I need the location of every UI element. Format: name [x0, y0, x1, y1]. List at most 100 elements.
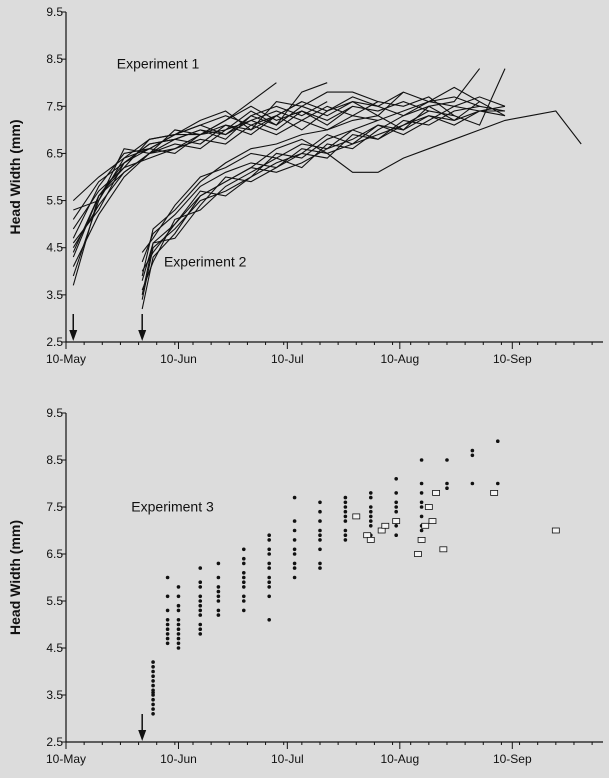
- data-point: [343, 519, 348, 523]
- square-point: [392, 518, 401, 524]
- y-tick-label: 5.5: [46, 194, 63, 208]
- data-point: [165, 575, 170, 580]
- x-tick-label: 10-Jun: [160, 352, 197, 366]
- data-point: [394, 500, 398, 505]
- y-tick-label: 9.5: [46, 5, 63, 19]
- square-point: [424, 504, 433, 510]
- square-point: [414, 551, 422, 557]
- data-point: [216, 599, 221, 603]
- data-point: [292, 538, 297, 542]
- track-line-4: [72, 105, 353, 248]
- data-point: [394, 491, 398, 495]
- data-point: [470, 481, 475, 486]
- data-point: [198, 613, 203, 617]
- experiment-label: Experiment 3: [131, 499, 214, 515]
- y-axis-label: Head Width (mm): [7, 120, 23, 235]
- data-point: [343, 500, 348, 505]
- data-point: [267, 566, 271, 570]
- data-point: [445, 481, 449, 486]
- data-point: [176, 622, 181, 627]
- data-point: [267, 594, 271, 599]
- x-tick-label: 10-Sep: [493, 352, 532, 366]
- start-arrowhead: [138, 730, 147, 741]
- data-point: [176, 627, 181, 631]
- y-tick-label: 2.5: [46, 335, 63, 349]
- data-point: [419, 458, 424, 462]
- data-point: [394, 524, 398, 528]
- data-point: [419, 491, 424, 495]
- data-point: [198, 580, 203, 584]
- track-line-18: [141, 96, 480, 253]
- data-point: [368, 495, 373, 500]
- data-point: [267, 580, 271, 584]
- data-point: [165, 641, 170, 646]
- panel-experiment-3: 2.5 3.5 4.5 5.5 6.5 7.5 8.5 9.5 10-May 10-Jun 10-J…: [7, 406, 603, 766]
- data-point: [176, 632, 181, 636]
- data-point: [318, 500, 322, 505]
- data-point: [267, 618, 271, 622]
- y-tick-label: 8.5: [46, 52, 63, 66]
- y-tick-label: 7.5: [46, 99, 63, 113]
- x-tick-label: 10-May: [46, 352, 86, 366]
- data-point: [292, 561, 297, 566]
- data-point: [343, 528, 348, 533]
- data-point: [198, 622, 203, 627]
- square-point: [551, 527, 560, 534]
- data-point: [267, 561, 271, 566]
- start-arrowhead: [138, 330, 147, 341]
- data-point: [241, 580, 246, 584]
- data-point: [318, 538, 322, 542]
- data-point: [176, 636, 181, 641]
- start-arrowhead: [69, 330, 78, 341]
- data-point: [292, 566, 297, 570]
- experiment-label: Experiment 2: [164, 254, 247, 270]
- data-point: [241, 599, 246, 603]
- data-point: [241, 556, 246, 561]
- y-tick-label: 7.5: [46, 500, 63, 514]
- data-point: [151, 707, 155, 711]
- data-point: [292, 552, 297, 556]
- data-point: [292, 528, 297, 533]
- y-tick-label: 5.5: [46, 594, 63, 608]
- data-point: [419, 528, 424, 533]
- data-point: [318, 561, 322, 566]
- data-point: [343, 509, 348, 514]
- data-point: [318, 519, 322, 523]
- data-point: [216, 594, 221, 599]
- data-point: [394, 477, 398, 481]
- track-line-5: [72, 91, 379, 239]
- x-tick-label: 10-Aug: [380, 352, 419, 366]
- data-point: [151, 669, 155, 674]
- data-point: [165, 618, 170, 622]
- data-point: [198, 566, 203, 570]
- data-point: [241, 608, 246, 613]
- data-point: [216, 613, 221, 617]
- data-point: [151, 679, 155, 683]
- data-point: [419, 500, 424, 505]
- data-point: [198, 632, 203, 636]
- data-point: [176, 603, 181, 608]
- data-point: [241, 585, 246, 589]
- experiment-label: Experiment 1: [117, 56, 200, 72]
- track-line-11: [72, 96, 506, 253]
- data-point: [368, 505, 373, 509]
- data-point: [368, 524, 373, 528]
- data-point: [394, 505, 398, 509]
- data-point: [267, 585, 271, 589]
- data-point: [198, 627, 203, 631]
- data-point: [176, 646, 181, 650]
- data-point: [267, 552, 271, 556]
- data-point: [292, 495, 297, 500]
- data-point: [216, 575, 221, 580]
- track-line-8: [73, 101, 429, 211]
- data-point: [176, 641, 181, 646]
- data-point: [176, 618, 181, 622]
- data-point: [198, 599, 203, 603]
- data-point: [419, 505, 424, 509]
- data-point: [419, 514, 424, 519]
- x-tick-label: 10-May: [46, 752, 86, 766]
- data-point: [445, 486, 449, 491]
- panel-experiments-1-2: 2.5 3.5 4.5 5.5 6.5 7.5 8.5 9.5 10-May 10-Jun 10-J…: [7, 5, 603, 366]
- data-point: [241, 547, 246, 552]
